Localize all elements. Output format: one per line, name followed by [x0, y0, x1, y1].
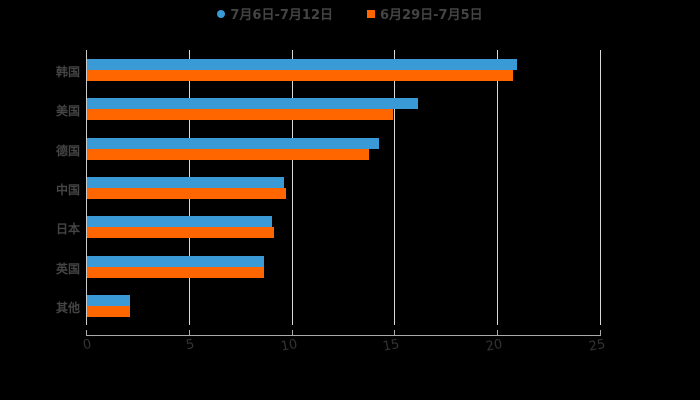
x-axis-tick-label: 25 [587, 337, 607, 355]
gridline [600, 50, 601, 325]
bar-previous-week[interactable] [87, 109, 394, 121]
legend-label: 6月29日-7月5日 [380, 8, 483, 23]
bar-previous-week[interactable] [87, 148, 369, 160]
square-marker-icon [367, 9, 375, 18]
x-axis-tick-label: 20 [484, 337, 504, 355]
bar-previous-week[interactable] [87, 187, 287, 199]
gridline [394, 50, 396, 325]
x-axis-tick [394, 330, 396, 336]
legend-item-series-2[interactable]: 6月29日-7月5日 [367, 4, 483, 23]
bar-previous-week[interactable] [87, 305, 131, 317]
legend-item-series-1[interactable]: 7月6日-7月12日 [217, 4, 333, 23]
legend-label: 7月6日-7月12日 [230, 8, 333, 23]
y-axis-category-label: 德国 [55, 143, 80, 158]
bar-current-week[interactable] [87, 137, 379, 149]
y-axis-category-label: 日本 [55, 222, 80, 237]
x-axis-line [86, 335, 600, 336]
x-axis-tick [291, 330, 293, 336]
x-axis-tick-label: 5 [184, 337, 196, 354]
y-axis-line [86, 50, 87, 325]
bar-previous-week[interactable] [87, 227, 275, 239]
bar-current-week[interactable] [87, 176, 285, 188]
x-axis-tick-label: 15 [382, 337, 401, 355]
y-axis-category-label: 韩国 [55, 65, 80, 79]
y-axis-category-label: 中国 [55, 182, 80, 197]
bar-current-week[interactable] [87, 216, 273, 228]
x-axis-tick-label: 10 [279, 337, 299, 355]
chart-legend: 7月6日-7月12日 6月29日-7月5日 [0, 4, 700, 23]
bar-current-week[interactable] [87, 59, 517, 70]
bar-current-week[interactable] [87, 255, 264, 267]
bar-previous-week[interactable] [87, 266, 264, 278]
y-axis-category-label: 其他 [55, 300, 80, 315]
bar-previous-week[interactable] [87, 70, 513, 81]
gridline [497, 50, 499, 325]
x-axis-tick [497, 330, 499, 336]
gridline [291, 50, 293, 325]
circle-marker-icon [217, 9, 226, 18]
bar-current-week[interactable] [87, 294, 131, 306]
x-axis-tick [600, 330, 601, 336]
y-axis-category-label: 美国 [55, 104, 80, 119]
bar-current-week[interactable] [87, 98, 419, 110]
x-axis-tick-label: 0 [81, 337, 93, 354]
x-axis-tick [86, 330, 87, 336]
y-axis-category-label: 英国 [55, 261, 80, 276]
x-axis-tick [188, 330, 190, 336]
